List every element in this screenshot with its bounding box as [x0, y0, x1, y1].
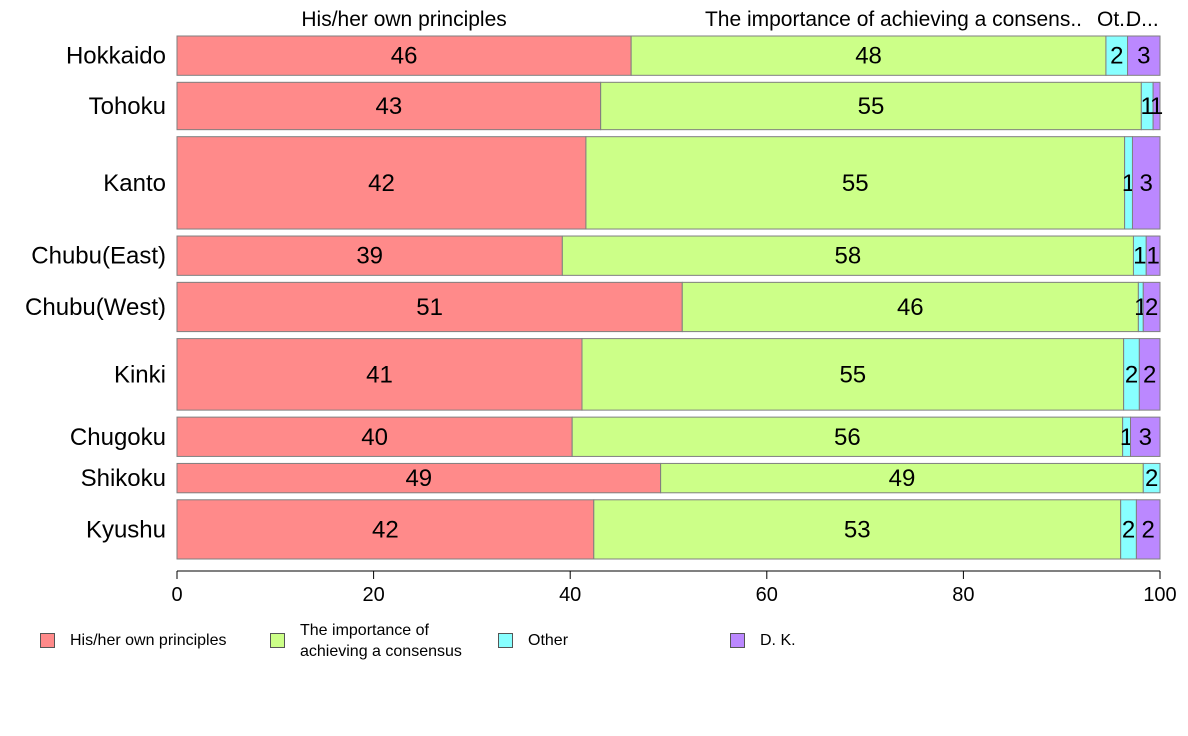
category-label: Chubu(West)	[25, 294, 166, 321]
bar-value-label: 55	[842, 170, 869, 197]
bar-value-label: 2	[1145, 465, 1158, 492]
bar-value-label: 42	[368, 170, 395, 197]
category-label: Hokkaido	[66, 43, 166, 70]
bar-value-label: 2	[1125, 361, 1138, 388]
legend-swatch	[40, 633, 55, 648]
bar-value-label: 39	[356, 243, 383, 270]
bar-value-label: 1	[1133, 243, 1146, 270]
category-label: Kanto	[103, 170, 166, 197]
bar-value-label: 56	[834, 424, 861, 451]
bar-value-label: 55	[858, 93, 885, 120]
top-series-labels: His/her own principles The importance of …	[301, 8, 1158, 31]
legend-label: The importance of achieving a consensus	[300, 622, 462, 660]
legend-swatch	[270, 633, 285, 648]
bar-value-label: 1	[1146, 243, 1159, 270]
bar-value-label: 55	[839, 361, 866, 388]
bar-segment	[1130, 416, 1161, 457]
legend-item: Other	[498, 620, 568, 651]
bar-value-label: 40	[361, 424, 388, 451]
legend-label: D. K.	[760, 632, 796, 649]
bar-segment	[1135, 499, 1161, 560]
bar-value-label: 1	[1150, 93, 1163, 120]
bar-value-label: 51	[416, 294, 443, 321]
bar-segment	[561, 235, 1134, 276]
bar-segment	[1142, 281, 1161, 333]
bar-value-label: 2	[1143, 361, 1156, 388]
category-label: Kyushu	[86, 516, 166, 543]
bar-value-label: 3	[1139, 424, 1152, 451]
bar-value-label: 2	[1122, 516, 1135, 543]
category-label: Kinki	[114, 361, 166, 388]
bar-segment	[1131, 136, 1161, 230]
bar-segment	[176, 235, 563, 276]
bar-value-label: 46	[391, 43, 418, 70]
x-tick-label: 60	[756, 584, 778, 606]
bar-segment	[1142, 462, 1161, 494]
x-tick-label: 0	[171, 584, 182, 606]
bar-value-label: 49	[405, 465, 432, 492]
bar-segment	[571, 416, 1124, 457]
bar-segment	[176, 499, 595, 560]
bar-segment	[581, 338, 1125, 411]
bar-segment	[1127, 35, 1161, 76]
bar-value-label: 1	[1141, 93, 1154, 120]
bar-value-label: 53	[844, 516, 871, 543]
x-tick-label: 40	[559, 584, 581, 606]
bar-value-label: 3	[1137, 43, 1150, 70]
bar-segment	[176, 338, 583, 411]
bar-value-label: 58	[835, 243, 862, 270]
top-series-label: His/her own principles	[301, 8, 506, 31]
bar-segment	[681, 281, 1139, 333]
bar-value-label: 2	[1145, 294, 1158, 321]
x-tick-label: 80	[952, 584, 974, 606]
bar-value-label: 2	[1142, 516, 1155, 543]
bar-segment	[660, 462, 1144, 494]
bar-value-label: 46	[897, 294, 924, 321]
category-label: Chubu(East)	[31, 243, 166, 270]
bar-value-label: 43	[375, 93, 402, 120]
category-label: Shikoku	[81, 465, 166, 492]
legend-swatch	[498, 633, 513, 648]
bar-segment	[585, 136, 1126, 230]
bar-segment	[176, 136, 587, 230]
bar-value-label: 1	[1120, 424, 1133, 451]
x-axis: 0 20 40 60 80 100	[171, 570, 1177, 606]
category-label: Chugoku	[70, 424, 166, 451]
bar-value-label: 2	[1110, 43, 1123, 70]
top-series-label: D...	[1126, 8, 1159, 31]
bar-segment	[1145, 235, 1161, 276]
bar-segment	[176, 416, 573, 457]
legend-item: D. K.	[730, 620, 796, 651]
legend-swatch	[730, 633, 745, 648]
legend-item: His/her own principles	[40, 620, 227, 651]
bar-value-label: 48	[855, 43, 882, 70]
bar-value-label: 42	[372, 516, 399, 543]
bar-value-label: 49	[889, 465, 916, 492]
legend-label: His/her own principles	[70, 632, 227, 649]
bar-value-label: 41	[366, 361, 393, 388]
category-label: Tohoku	[89, 93, 166, 120]
bar-value-label: 1	[1122, 170, 1135, 197]
legend: His/her own principles The importance of a…	[40, 620, 940, 670]
x-tick-label: 100	[1143, 584, 1176, 606]
bar-segment	[593, 499, 1122, 560]
bar-segment	[176, 281, 683, 333]
y-axis-labels: Hokkaido Tohoku Kanto Chubu(East) Chubu(West…	[25, 43, 166, 544]
top-series-label: The importance of achieving a consens..	[705, 8, 1082, 31]
x-tick-label: 20	[362, 584, 384, 606]
legend-item: The importance of achieving a consensus	[270, 620, 462, 662]
legend-label: Other	[528, 632, 569, 649]
top-series-label: Ot..	[1097, 8, 1131, 31]
bar-value-label: 3	[1140, 170, 1153, 197]
bar-segment	[176, 81, 602, 131]
bar-segment	[600, 81, 1142, 131]
bar-segment	[1152, 81, 1161, 131]
bar-segment	[1138, 338, 1161, 411]
